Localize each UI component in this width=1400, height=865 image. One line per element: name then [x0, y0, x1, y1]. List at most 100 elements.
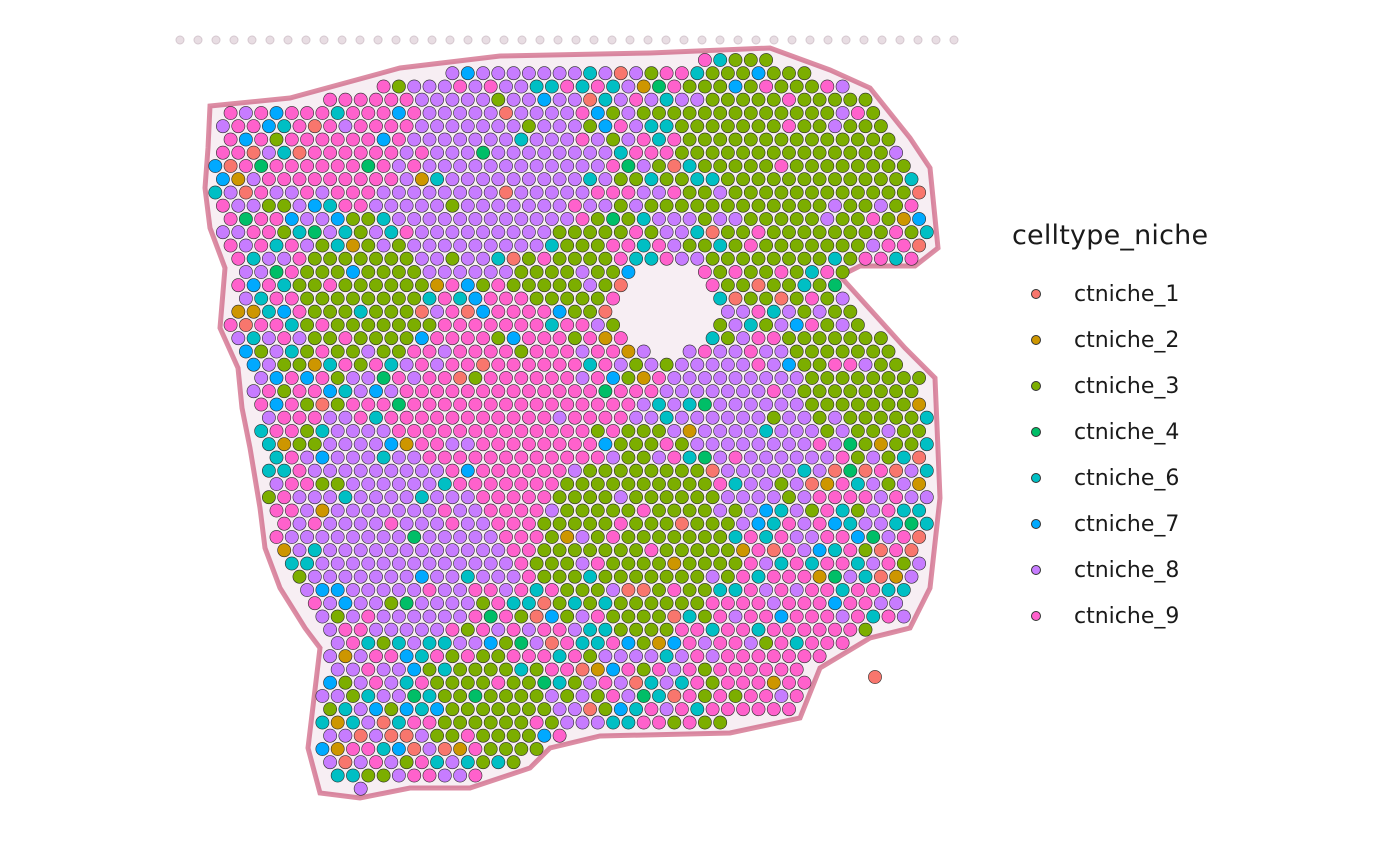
spot-ctniche_9: [789, 556, 804, 571]
spot-ctniche_4: [391, 397, 406, 412]
spot-ctniche_8: [453, 159, 467, 173]
spot-ctniche_3: [636, 424, 651, 438]
spot-ctniche_9: [820, 583, 835, 597]
spot-ctniche_1: [239, 185, 253, 200]
spot-ctniche_8: [552, 119, 567, 134]
spot-ctniche_3: [606, 503, 620, 518]
spot-ctniche_8: [323, 437, 337, 452]
spot-ctniche_9: [307, 172, 322, 187]
spot-ctniche_3: [690, 516, 705, 531]
spot-ctniche_3: [575, 503, 590, 518]
spot-ctniche_6: [629, 251, 643, 266]
spot-ctniche_3: [759, 106, 773, 120]
spot-ctniche_3: [812, 198, 827, 213]
spot-ctniche_8: [476, 92, 490, 107]
spot-ctniche_8: [437, 265, 452, 279]
spot-ctniche_8: [414, 463, 429, 478]
legend-item: ctniche_8: [1012, 547, 1208, 593]
spot-ctniche_3: [330, 609, 345, 624]
spot-ctniche_3: [728, 106, 743, 120]
spot-ctniche_3: [315, 477, 330, 491]
spot-ctniche_9: [736, 569, 750, 584]
spot-ctniche_9: [460, 649, 475, 664]
spot-ctniche_3: [560, 609, 575, 624]
spot-ctniche_9: [751, 357, 766, 372]
spot-ctniche_8: [407, 79, 422, 94]
spot-ctniche_3: [774, 106, 789, 120]
spot-ctniche_3: [889, 437, 903, 452]
spot-ctniche_6: [621, 715, 636, 730]
spot-ctniche_9: [797, 622, 812, 637]
legend-key: [1016, 289, 1056, 299]
spot-ctniche_9: [468, 742, 483, 756]
spot-ctniche_3: [782, 225, 796, 240]
spot-ctniche_9: [560, 371, 575, 385]
spot-ctniche_1: [667, 609, 682, 624]
spot-ctniche_8: [315, 689, 330, 703]
spot-ctniche_7: [598, 119, 613, 134]
fiducial-spot: [301, 35, 311, 45]
spot-ctniche_8: [284, 185, 299, 200]
spot-ctniche_8: [460, 437, 475, 452]
spot-ctniche_3: [858, 331, 873, 346]
spot-ctniche_3: [835, 132, 850, 147]
spot-ctniche_9: [346, 132, 360, 147]
spot-ctniche_6: [835, 583, 850, 597]
spot-ctniche_3: [705, 490, 720, 505]
fiducial-spot: [535, 35, 545, 45]
spot-ctniche_3: [674, 145, 689, 160]
spot-ctniche_3: [445, 649, 460, 664]
spot-ctniche_9: [514, 318, 529, 332]
spot-ctniche_3: [323, 304, 337, 319]
spot-ctniche_7: [399, 649, 414, 664]
spot-ctniche_8: [713, 371, 728, 385]
spot-ctniche_3: [613, 569, 628, 584]
spot-ctniche_8: [537, 172, 552, 187]
legend-key: [1016, 565, 1056, 575]
spot-ctniche_9: [384, 92, 399, 107]
spot-ctniche_1: [874, 569, 888, 584]
spot-ctniche_8: [728, 424, 743, 438]
spot-ctniche_8: [376, 689, 391, 703]
spot-ctniche_9: [315, 132, 330, 147]
spot-ctniche_9: [277, 490, 292, 505]
spot-ctniche_8: [575, 715, 590, 730]
spot-ctniche_9: [330, 185, 345, 200]
spot-ctniche_8: [805, 530, 819, 544]
spot-ctniche_8: [728, 318, 743, 332]
spot-ctniche_9: [315, 159, 330, 173]
spot-ctniche_8: [560, 132, 575, 147]
spot-ctniche_8: [369, 516, 383, 531]
spot-ctniche_4: [698, 397, 712, 412]
spot-ctniche_8: [812, 463, 827, 478]
spot-ctniche_3: [820, 371, 835, 385]
spot-ctniche_8: [874, 490, 888, 505]
spot-ctniche_9: [736, 702, 750, 717]
spot-ctniche_3: [674, 569, 689, 584]
spot-ctniche_8: [499, 583, 513, 597]
spot-ctniche_3: [835, 185, 850, 200]
spot-ctniche_7: [812, 543, 827, 558]
spot-ctniche_9: [338, 331, 353, 346]
spot-ctniche_3: [307, 278, 322, 293]
spot-ctniche_8: [445, 543, 460, 558]
spot-ctniche_9: [277, 172, 292, 187]
spot-ctniche_1: [529, 609, 544, 624]
spot-ctniche_8: [690, 92, 705, 107]
spot-ctniche_3: [874, 410, 888, 425]
spot-ctniche_8: [713, 185, 728, 200]
legend-item: ctniche_9: [1012, 593, 1208, 639]
spot-ctniche_9: [239, 159, 253, 173]
spot-ctniche_2: [598, 331, 613, 346]
spot-ctniche_3: [644, 66, 659, 81]
spot-ctniche_8: [239, 106, 253, 120]
spot-ctniche_3: [736, 92, 750, 107]
spot-ctniche_3: [759, 291, 773, 306]
spot-ctniche_3: [759, 53, 773, 67]
spot-ctniche_9: [369, 145, 383, 160]
spot-ctniche_3: [384, 278, 399, 293]
spot-ctniche_9: [476, 490, 490, 505]
spot-ctniche_8: [828, 119, 842, 134]
spot-ctniche_8: [422, 212, 437, 226]
spot-ctniche_8: [874, 198, 888, 213]
